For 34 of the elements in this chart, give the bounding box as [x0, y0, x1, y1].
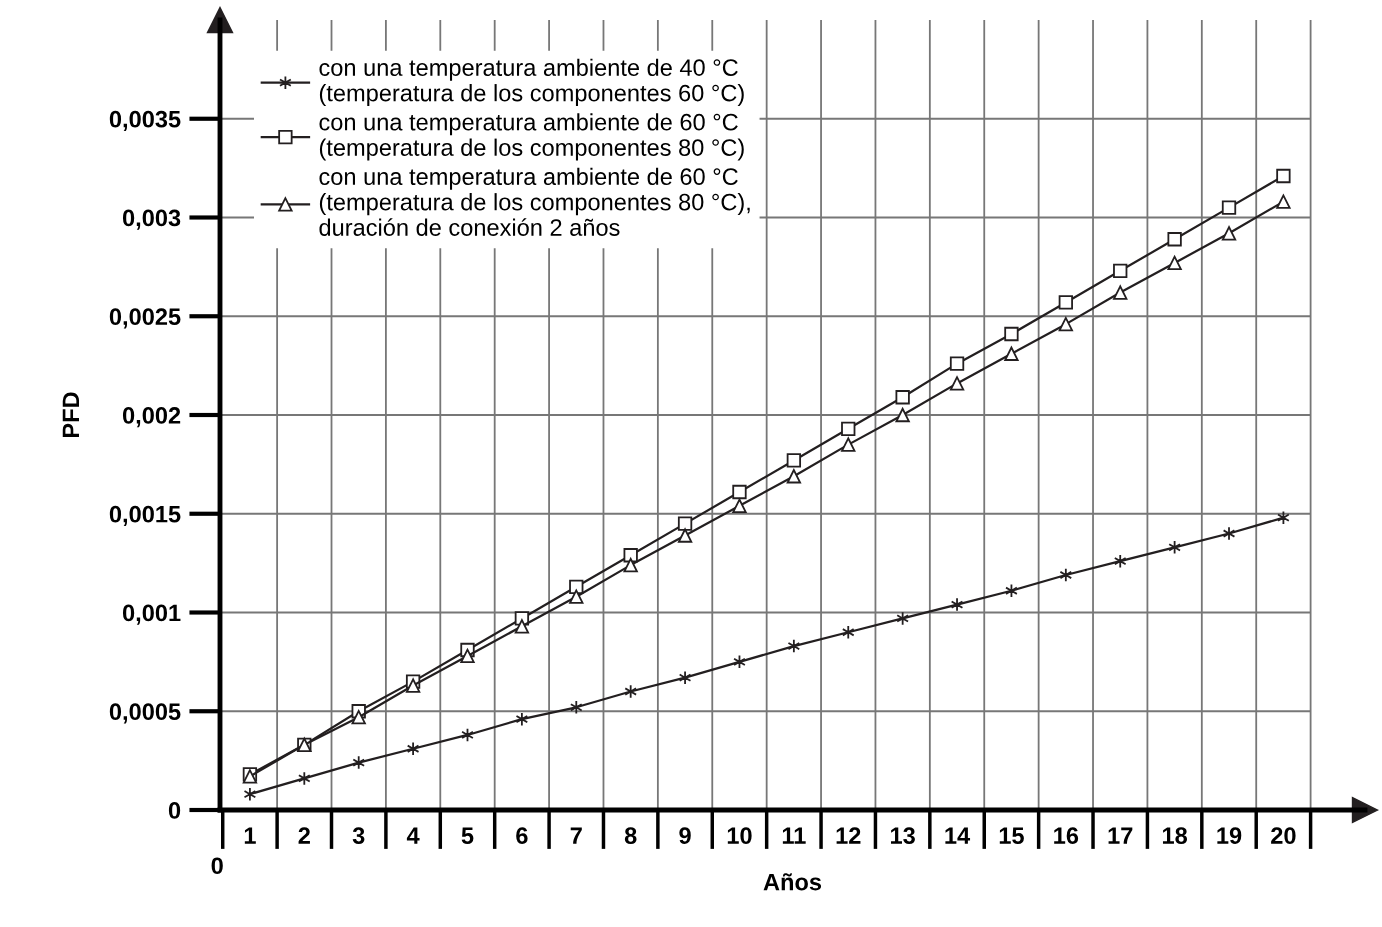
y-tick-label: 0	[168, 802, 181, 819]
y-tick-label: 0,0005	[109, 703, 181, 724]
x-axis-title: Años	[763, 873, 822, 891]
x-tick-label: 11	[782, 827, 806, 844]
x-tick-label: 12	[836, 827, 861, 844]
y-axis-title: PFD	[62, 392, 79, 438]
y-tick-label: 0,0035	[109, 110, 181, 131]
x-tick-label: 9	[679, 827, 691, 845]
y-tick-label: 0,0025	[109, 308, 181, 329]
y-tick-label: 0,003	[122, 209, 181, 230]
x-tick-label: 1	[244, 827, 256, 844]
x-tick-label: 19	[1217, 827, 1242, 845]
x-tick-label: 13	[891, 827, 915, 845]
y-tick-label: 0,0015	[109, 505, 181, 526]
x-tick-label: 15	[999, 827, 1024, 845]
x-tick-label: 14	[945, 827, 971, 844]
x-tick-label: 16	[1054, 827, 1079, 845]
x-tick-label: 6	[516, 827, 528, 845]
text: 0	[211, 857, 223, 875]
x-tick-label: 2	[298, 827, 310, 844]
y-tick-label: 0,002	[122, 407, 181, 428]
legend-label: con una temperatura ambiente de 60 °C (temperatura de los componentes 80 °C), duración de conexión 2 años	[319, 167, 750, 236]
x-tick-label: 7	[570, 827, 582, 844]
y-tick-label: 0,001	[122, 604, 181, 625]
x-tick-label: 5	[461, 827, 474, 845]
x-tick-label: 18	[1162, 827, 1188, 845]
x-tick-label: 3	[352, 827, 365, 845]
x-tick-label: 8	[624, 827, 637, 845]
legend-label: con una temperatura ambiente de 40 °C (temperatura de los componentes 60 °C)	[319, 58, 744, 107]
x-tick-label: 20	[1271, 827, 1296, 845]
x-tick-label: 17	[1108, 827, 1133, 844]
x-tick-label: 4	[406, 827, 420, 844]
legend-label: con una temperatura ambiente de 60 °C (temperatura de los componentes 80 °C)	[319, 113, 744, 161]
x-tick-label: 10	[727, 827, 752, 845]
